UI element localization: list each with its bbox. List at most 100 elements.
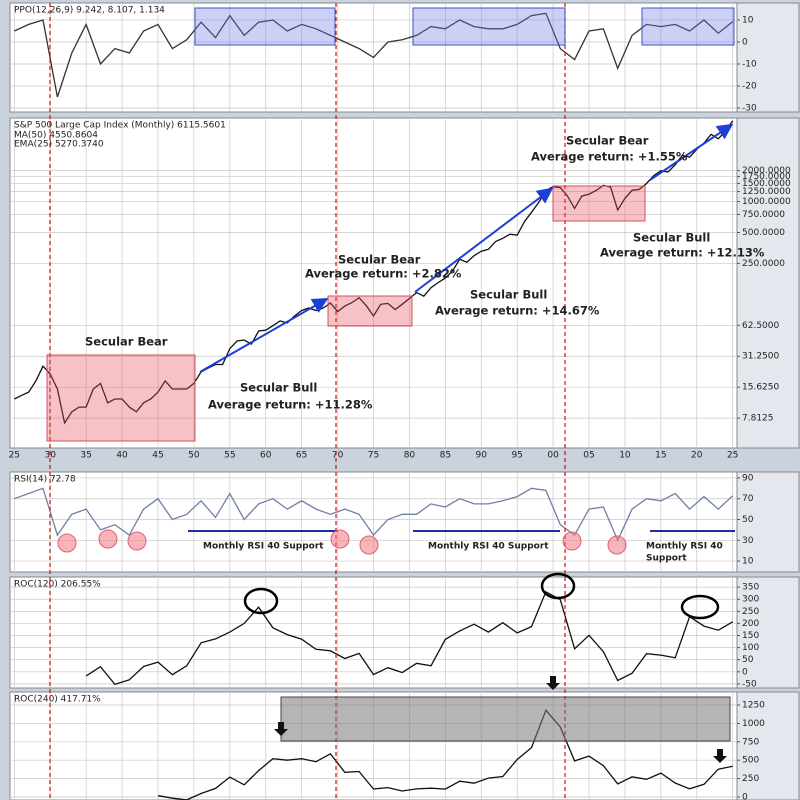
annotation: Secular Bull [240,381,317,395]
y-tick-label: -30 [742,104,757,114]
panel-title: PPO(12,26,9) 9.242, 8.107, 1.134 [14,6,165,16]
panel-title: ROC(120) 206.55% [14,580,101,590]
x-tick-label: 50 [188,451,200,461]
y-tick-label: 70 [742,494,754,504]
annotation: Secular Bull [470,288,547,302]
y-tick-label: -10 [742,59,757,69]
annotation: Secular Bear [85,335,168,349]
x-tick-label: 55 [224,451,235,461]
y-tick-label: 100 [742,643,759,653]
rsi-marker [57,533,77,553]
annotation: Average return: +1.55% [531,150,688,164]
rsi-marker [562,531,582,551]
y-tick-label: 10 [742,557,754,567]
x-tick-label: 25 [727,451,738,461]
y-tick-label: 0 [742,792,748,800]
y-tick-label: 750 [742,737,759,747]
x-tick-label: 00 [547,451,559,461]
x-tick-label: 80 [404,451,416,461]
trend-arrow [414,187,554,293]
x-tick-label: 60 [260,451,272,461]
x-tick-label: 20 [691,451,703,461]
high-zone [280,696,731,742]
y-tick-label: 15.6250 [742,383,779,393]
x-tick-label: 70 [332,451,344,461]
x-tick-label: 35 [80,451,91,461]
rsi-marker [127,531,147,551]
x-tick-label: 90 [476,451,488,461]
data-line [14,12,734,98]
rsi-marker [98,529,118,549]
y-tick-label: 2000.0000 [742,166,791,176]
bear-zone [46,354,196,442]
y-tick-label: 30 [742,536,754,546]
x-tick-label: 75 [368,451,379,461]
y-tick-label: 1250 [742,701,765,711]
y-tick-label: 250 [742,774,759,784]
trend-arrow [649,123,734,181]
data-line [14,120,734,425]
peak-circle [243,587,279,615]
y-tick-label: 0 [742,667,748,677]
overlay-legend: MA(50) 4550.8604 [14,131,98,141]
y-tick-label: 250 [742,607,759,617]
x-tick-label: 65 [296,451,307,461]
annotation: Secular Bear [566,134,649,148]
y-tick-label: 300 [742,595,759,605]
annotation: Average return: +12.13% [600,246,765,260]
y-tick-label: 31.2500 [742,352,779,362]
x-tick-label: 05 [583,451,594,461]
y-tick-label: 350 [742,583,759,593]
peak-circle [540,572,576,600]
annotation: Monthly RSI 40 Support [203,542,324,552]
x-tick-label: 85 [440,451,451,461]
y-tick-label: 0 [742,37,748,47]
annotation: Secular Bear [338,253,421,267]
y-tick-label: 1250.0000 [742,187,791,197]
overlay-legend: EMA(25) 5270.3740 [14,140,104,150]
rsi-marker [359,535,379,555]
annotation: Average return: +14.67% [435,304,600,318]
peak-circle [680,594,720,620]
data-line [85,590,734,686]
y-tick-label: 1000 [742,719,765,729]
annotation: Secular Bull [633,231,710,245]
panel-title: S&P 500 Large Cap Index (Monthly) 6115.5… [14,121,226,131]
x-tick-label: 25 [9,451,20,461]
annotation: Monthly RSI 40 Support [428,542,549,552]
y-tick-label: 500 [742,756,759,766]
y-tick-label: 50 [742,515,754,525]
axis-panel [736,2,800,113]
x-tick-label: 95 [511,451,522,461]
axis-panel [736,576,800,689]
trend-arrow [199,298,329,373]
peak-arrow [546,676,560,690]
axis-panel [736,691,800,800]
annotation: Average return: +2.82% [305,267,462,281]
y-tick-label: 250.0000 [742,259,785,269]
rsi-marker [330,529,350,549]
y-tick-label: -20 [742,82,757,92]
bear-zone [552,185,646,222]
bear-zone [327,295,413,327]
peak-arrow [713,749,727,763]
x-tick-label: 40 [116,451,128,461]
annotation: Monthly RSI 40 [646,542,723,552]
data-line [14,487,734,542]
axis-panel [736,117,800,449]
x-tick-label: 10 [619,451,631,461]
y-tick-label: 10 [742,15,754,25]
annotation: Average return: +11.28% [208,398,373,412]
data-line [157,708,733,800]
panel-title: ROC(240) 417.71% [14,695,101,705]
x-tick-label: 45 [152,451,163,461]
y-tick-label: 50 [742,655,754,665]
y-tick-label: 500.0000 [742,228,785,238]
y-tick-label: 62.5000 [742,321,779,331]
peak-arrow [274,722,288,736]
annotation: Support [646,554,687,564]
y-tick-label: 1000.0000 [742,197,791,207]
y-tick-label: 1750.0000 [742,172,791,182]
